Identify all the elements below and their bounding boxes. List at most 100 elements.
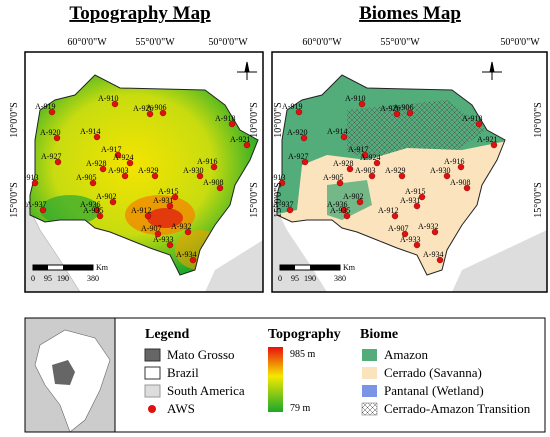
aws-station bbox=[436, 256, 444, 264]
latitude-label: 15°0'0"S bbox=[533, 182, 544, 217]
station-label: A-917 bbox=[348, 145, 368, 154]
topography-title: Topography bbox=[268, 327, 341, 342]
station-label: A-936 bbox=[80, 200, 100, 209]
swatch bbox=[144, 348, 161, 362]
station-label: A-931 bbox=[400, 196, 420, 205]
station-label: A-937 bbox=[273, 200, 293, 209]
station-label: A-915 bbox=[405, 187, 425, 196]
station-label: A-908 bbox=[203, 178, 223, 187]
station-label: A-907 bbox=[388, 224, 408, 233]
color-bar-label: 985 m bbox=[290, 349, 316, 360]
station-label: A-933 bbox=[153, 235, 173, 244]
aws-station bbox=[406, 109, 414, 117]
station-label: A-928 bbox=[86, 159, 106, 168]
aws-station bbox=[166, 202, 174, 210]
aws-station bbox=[463, 184, 471, 192]
legend-item: South America bbox=[167, 383, 245, 398]
station-label: A-937 bbox=[26, 200, 46, 209]
aws-station bbox=[243, 141, 251, 149]
legend-item: Pantanal (Wetland) bbox=[384, 383, 484, 398]
aws-station bbox=[109, 198, 117, 206]
aws-station bbox=[126, 159, 134, 167]
latitude-label: 10°0'0"S bbox=[9, 102, 20, 137]
aws-station bbox=[53, 134, 61, 142]
aws-station bbox=[457, 163, 465, 171]
aws-station bbox=[39, 206, 47, 214]
aws-station bbox=[418, 193, 426, 201]
color-bar bbox=[268, 347, 283, 412]
aws-station bbox=[391, 212, 399, 220]
latitude-label: 10°0'0"S bbox=[273, 102, 284, 137]
aws-station bbox=[393, 110, 401, 118]
aws-station bbox=[340, 206, 348, 214]
station-label: A-926 bbox=[380, 104, 400, 113]
aws-station bbox=[413, 241, 421, 249]
station-label: A-906 bbox=[393, 103, 413, 112]
aws-station bbox=[93, 133, 101, 141]
legend-item: AWS bbox=[167, 401, 195, 416]
station-label: A-910 bbox=[345, 94, 365, 103]
station-label: A-917 bbox=[101, 145, 121, 154]
scale-label: 190 bbox=[57, 274, 69, 283]
station-label: A-934 bbox=[176, 250, 196, 259]
station-label: A-928 bbox=[333, 159, 353, 168]
station-label: A-902 bbox=[96, 192, 116, 201]
aws-station bbox=[154, 230, 162, 238]
aws-station bbox=[99, 165, 107, 173]
station-label: A-910 bbox=[98, 94, 118, 103]
aws-station bbox=[146, 110, 154, 118]
latitude-label: 15°0'0"S bbox=[273, 182, 284, 217]
aws-station bbox=[196, 172, 204, 180]
station-label: A-932 bbox=[171, 222, 191, 231]
station-label: A-913 bbox=[18, 173, 38, 182]
station-label: A-919 bbox=[35, 102, 55, 111]
aws-station bbox=[189, 256, 197, 264]
legend-item: Mato Grosso bbox=[167, 347, 235, 362]
scale-label: 190 bbox=[304, 274, 316, 283]
station-label: A-924 bbox=[360, 153, 380, 162]
longitude-label: 60°0'0"W bbox=[302, 37, 342, 48]
north-arrow bbox=[237, 61, 257, 80]
latitude-label: 15°0'0"S bbox=[9, 182, 20, 217]
aws-station bbox=[228, 120, 236, 128]
station-label: A-920 bbox=[287, 128, 307, 137]
aws-station bbox=[96, 212, 104, 220]
station-label: A-930 bbox=[430, 166, 450, 175]
aws-station bbox=[111, 100, 119, 108]
latitude-label: 10°0'0"S bbox=[533, 102, 544, 137]
aws-station bbox=[184, 228, 192, 236]
swatch bbox=[144, 384, 161, 398]
longitude-label: 55°0'0"W bbox=[135, 37, 175, 48]
aws-station bbox=[368, 172, 376, 180]
station-label: A-903 bbox=[355, 166, 375, 175]
scale-label: 95 bbox=[291, 274, 299, 283]
aws-station bbox=[114, 151, 122, 159]
longitude-label: 50°0'0"W bbox=[208, 37, 248, 48]
aws-station bbox=[48, 108, 56, 116]
aws-station bbox=[144, 212, 152, 220]
aws-station bbox=[210, 163, 218, 171]
aws-station bbox=[346, 165, 354, 173]
station-label: A-908 bbox=[450, 178, 470, 187]
scale-unit: Km bbox=[343, 263, 356, 272]
aws-station bbox=[166, 241, 174, 249]
aws-station bbox=[295, 108, 303, 116]
station-label: A-915 bbox=[158, 187, 178, 196]
station-label: A-930 bbox=[183, 166, 203, 175]
station-label: A-916 bbox=[197, 157, 217, 166]
legend-item: Cerrado-Amazon Transition bbox=[384, 401, 531, 416]
station-label: A-907 bbox=[141, 224, 161, 233]
station-label: A-913 bbox=[265, 173, 285, 182]
station-label: A-912 bbox=[378, 206, 398, 215]
scale-label: 0 bbox=[31, 274, 35, 283]
legend-item: Cerrado (Savanna) bbox=[384, 365, 482, 380]
station-label: A-926 bbox=[133, 104, 153, 113]
aws-station bbox=[336, 179, 344, 187]
station-label: A-912 bbox=[131, 206, 151, 215]
scale-label: 380 bbox=[87, 274, 99, 283]
aws-station bbox=[358, 100, 366, 108]
aws-station bbox=[356, 198, 364, 206]
station-label: A-914 bbox=[80, 127, 100, 136]
